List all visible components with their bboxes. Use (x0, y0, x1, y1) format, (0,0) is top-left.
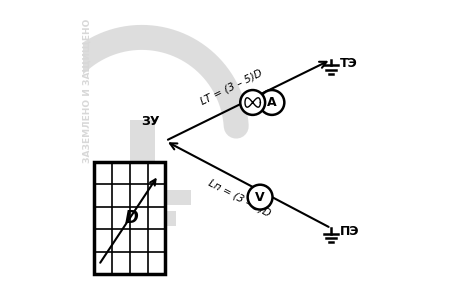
Text: ЗУ: ЗУ (142, 115, 160, 127)
Text: D: D (124, 209, 138, 227)
Bar (95, 162, 165, 274)
Text: ПЭ: ПЭ (340, 225, 360, 238)
Text: V: V (255, 191, 265, 204)
Text: ТЭ: ТЭ (340, 57, 358, 70)
Text: ЗАЗЕМЛЕНО И ЗАЩИЩЕНО: ЗАЗЕМЛЕНО И ЗАЩИЩЕНО (83, 19, 92, 163)
Text: Lп = (3 – 5)D: Lп = (3 – 5)D (207, 178, 273, 218)
Text: A: A (267, 96, 277, 109)
Circle shape (240, 90, 265, 115)
Text: LT = (3 – 5)D: LT = (3 – 5)D (199, 67, 264, 106)
Circle shape (248, 185, 272, 210)
Circle shape (260, 90, 284, 115)
